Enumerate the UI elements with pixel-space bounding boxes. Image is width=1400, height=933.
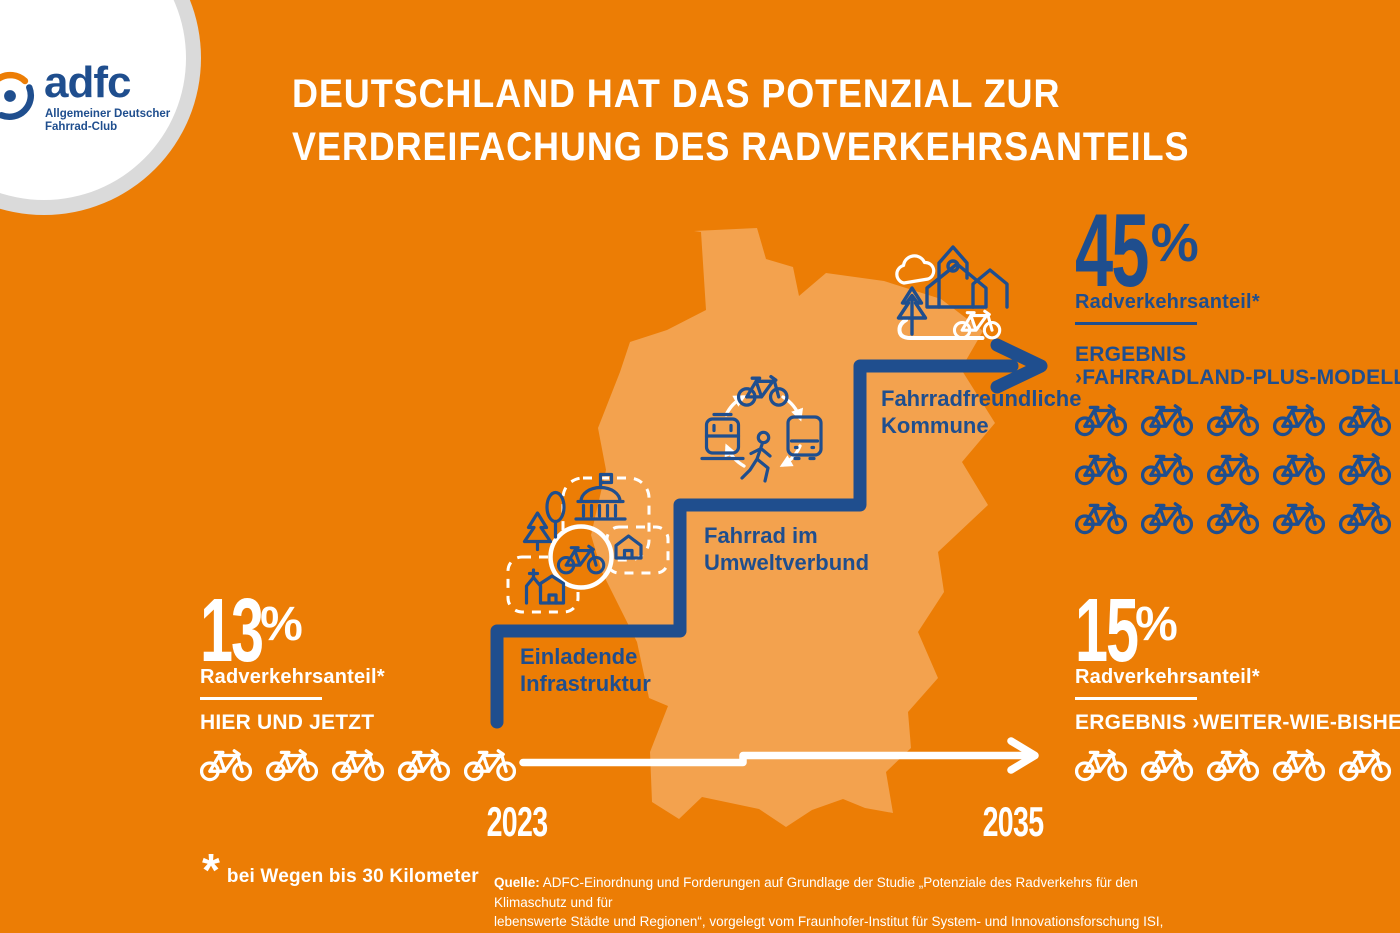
asterisk: * <box>202 844 220 896</box>
current-scenario: HIER UND JETZT <box>200 711 375 734</box>
bicycle-icon <box>332 749 384 782</box>
bicycle-icon <box>1273 502 1325 535</box>
pedestrian-icon <box>740 430 772 483</box>
bicycle-icon <box>1075 502 1127 535</box>
dashed-zones <box>506 476 670 614</box>
fir-arrow-icon <box>896 286 928 336</box>
stat-baseline: 15 % Radverkehrsanteil* ERGEBNIS ›WEITER… <box>1075 581 1400 782</box>
growth-staircase-arrow <box>490 338 1048 729</box>
baseline-scenario: ERGEBNIS ›WEITER-WIE-BISHER‹ <box>1075 711 1400 734</box>
bicycle-icon <box>1273 404 1325 437</box>
bicycle-icon <box>1339 453 1391 486</box>
plus-scenario-line1: ERGEBNIS <box>1075 343 1187 366</box>
town-buildings-icon <box>925 245 1009 309</box>
baseline-label: Radverkehrsanteil* <box>1075 666 1260 688</box>
baseline-bike-row <box>1075 744 1400 782</box>
step-label-umweltverbund: Fahrrad im Umweltverbund <box>704 523 870 575</box>
timeline-year-end: 2035 <box>982 798 1044 845</box>
bus-icon <box>786 415 823 461</box>
house-icon <box>614 534 643 560</box>
stat-plus-model: 45 % Radverkehrsanteil* ERGEBNIS ›FAHRRA… <box>1075 193 1400 535</box>
bicycle-icon <box>1141 502 1193 535</box>
current-value: 13 % <box>200 581 303 681</box>
infrastructure-cluster-icon <box>506 472 670 614</box>
bicycle-icon <box>1339 749 1391 782</box>
bicycle-icon <box>1141 749 1193 782</box>
bicycle-icon <box>1339 502 1391 535</box>
timeline-arrow <box>519 737 1039 774</box>
adfc-logo: adfc Allgemeiner Deutscher Fahrrad-Club <box>0 0 186 200</box>
stat-current: 13 % Radverkehrsanteil* HIER UND JETZT <box>200 581 534 782</box>
baseline-value: 15 % <box>1075 581 1178 681</box>
title-line2: VERDREIFACHUNG DES RADVERKEHRSANTEILS <box>292 125 1190 169</box>
bicycle-icon <box>1141 453 1193 486</box>
divider-line <box>1075 697 1197 700</box>
source-label: Quelle: <box>494 875 540 890</box>
bicycle-icon <box>1207 404 1259 437</box>
divider-line <box>1075 322 1197 325</box>
step-label-infrastruktur: Einladende Infrastruktur <box>520 644 651 696</box>
kommune-cluster-icon <box>895 245 1009 340</box>
logo-subtitle: Allgemeiner Deutscher Fahrrad-Club <box>45 108 171 133</box>
timeline-year-start: 2023 <box>486 798 548 845</box>
bicycle-icon <box>1207 453 1259 486</box>
bicycle-icon <box>1339 404 1391 437</box>
bicycle-icon <box>1207 749 1259 782</box>
current-label: Radverkehrsanteil* <box>200 666 385 688</box>
divider-line <box>200 697 322 700</box>
capitol-icon <box>574 472 627 521</box>
tram-icon <box>700 412 745 461</box>
bicycle-icon <box>464 749 516 782</box>
source-note: Quelle: ADFC-Einordnung und Forderungen … <box>494 875 1164 929</box>
bicycle-icon <box>1075 404 1127 437</box>
bicycle-circle-icon <box>548 524 614 590</box>
bicycle-icon <box>1075 453 1127 486</box>
road-swoosh-icon <box>897 318 985 340</box>
cloud-icon <box>895 254 936 285</box>
bicycle-icon <box>1075 749 1127 782</box>
bicycle-icon <box>1141 404 1193 437</box>
fir-tree-icon <box>522 511 553 552</box>
footnote: * bei Wegen bis 30 Kilometer <box>202 844 479 896</box>
plus-label: Radverkehrsanteil* <box>1075 291 1260 313</box>
tree-icon <box>545 490 566 539</box>
bicycle-icon <box>1207 502 1259 535</box>
germany-map <box>591 228 995 827</box>
bicycle-icon <box>398 749 450 782</box>
church-icon <box>524 568 566 605</box>
bicycle-icon <box>266 749 318 782</box>
plus-bike-row <box>1075 399 1400 535</box>
step-label-kommune: Fahrradfreundliche Kommune <box>881 386 1082 438</box>
plus-value: 45 % <box>1075 193 1199 309</box>
title-line1: DEUTSCHLAND HAT DAS POTENZIAL ZUR <box>292 72 1061 116</box>
bicycle-icon <box>1273 453 1325 486</box>
umweltverbund-cluster-icon <box>700 374 823 483</box>
plus-scenario-line2: ›FAHRRADLAND-PLUS-MODELL‹ <box>1075 366 1400 389</box>
bicycle-icon <box>1273 749 1325 782</box>
bicycle-icon <box>200 749 252 782</box>
page-title: DEUTSCHLAND HAT DAS POTENZIAL ZUR VERDRE… <box>292 68 1189 174</box>
adfc-wheel-icon <box>0 71 35 121</box>
current-bike-row <box>200 744 534 782</box>
logo-brand-text: adfc <box>44 58 131 107</box>
